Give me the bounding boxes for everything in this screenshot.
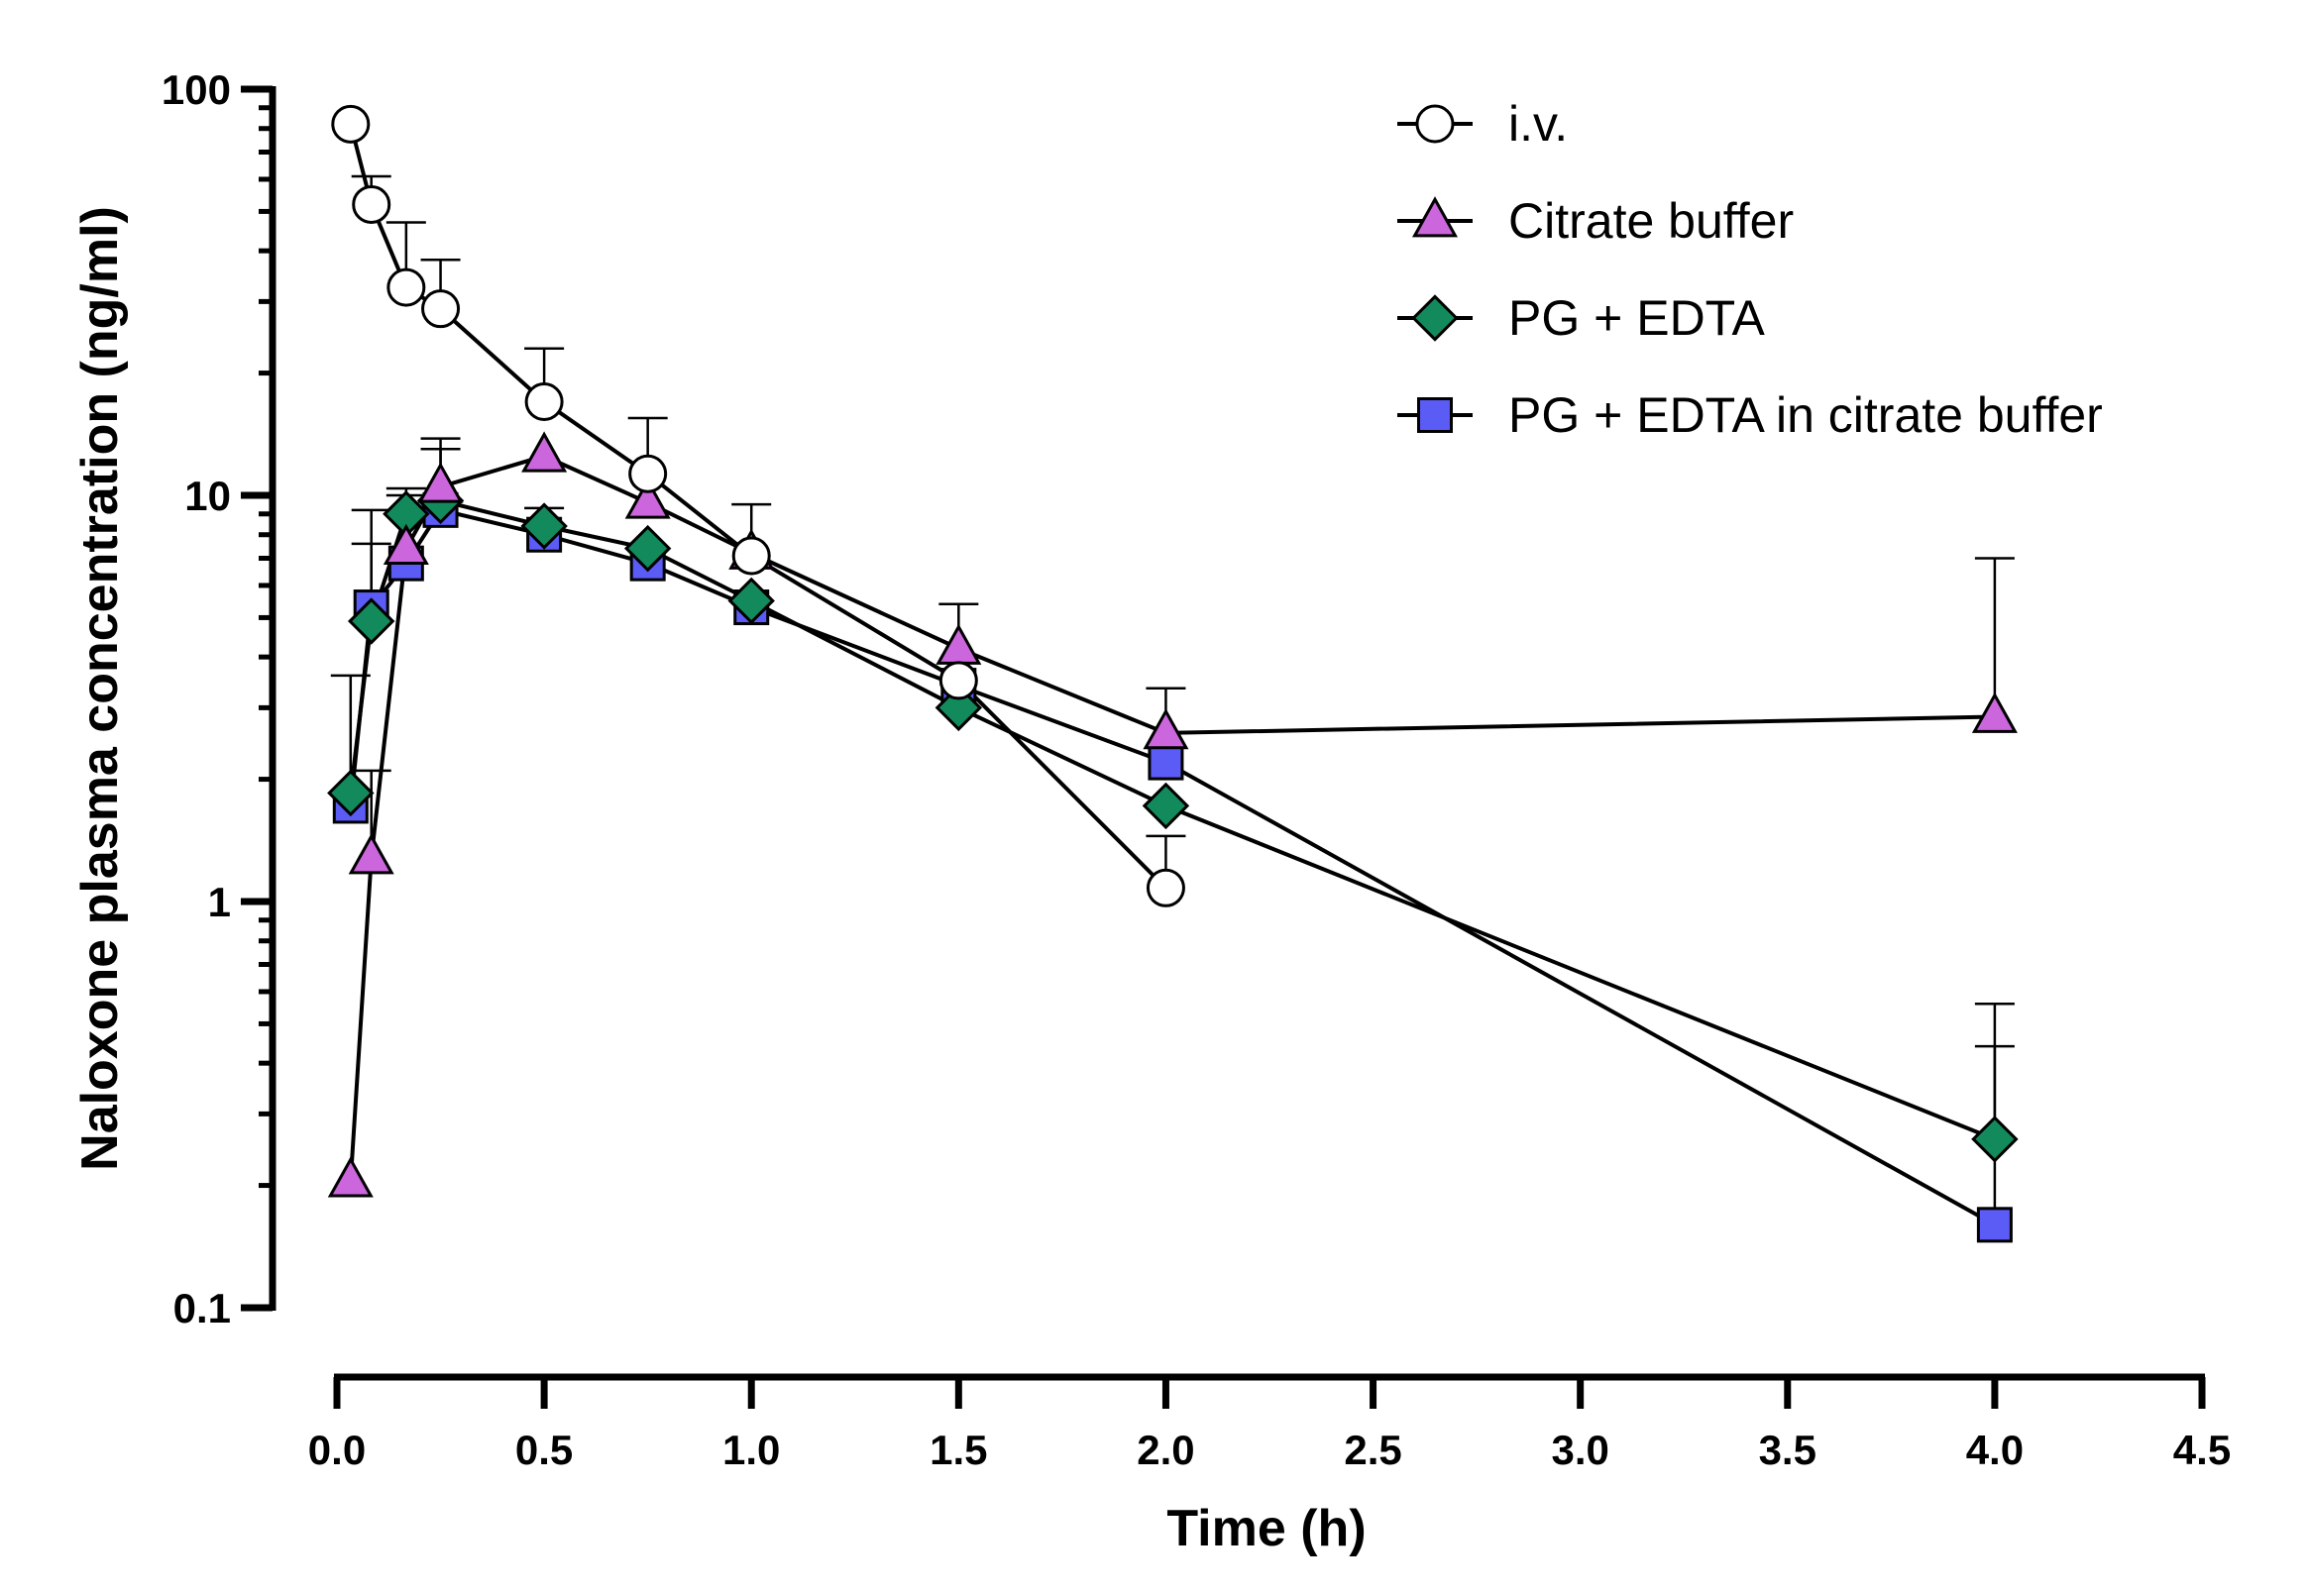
series-1-markers: [331, 104, 1185, 907]
series-4-lines: [348, 507, 2015, 1227]
legend-item: Citrate buffer: [1397, 193, 1794, 249]
data-point: [935, 684, 983, 732]
x-tick-label: 4.5: [2173, 1427, 2231, 1473]
legend-marker: [1417, 397, 1453, 433]
legend-label: PG + EDTA: [1508, 290, 1766, 346]
series-layer: [327, 104, 2019, 1243]
legend-item: PG + EDTA: [1397, 290, 1766, 346]
x-tick-label: 2.0: [1137, 1427, 1194, 1473]
x-tick-label: 2.5: [1344, 1427, 1401, 1473]
data-point: [1148, 744, 1184, 781]
x-tick-label: 1.5: [930, 1427, 987, 1473]
data-point: [417, 462, 464, 503]
legend-label: Citrate buffer: [1508, 193, 1794, 249]
legend-label: PG + EDTA in citrate buffer: [1508, 387, 2103, 443]
data-point: [1971, 1116, 2019, 1163]
data-point: [623, 524, 672, 573]
data-point: [731, 536, 771, 576]
legend-marker: [1415, 104, 1455, 144]
data-point: [352, 184, 391, 224]
series-3-markers: [327, 477, 2019, 1163]
data-point: [348, 833, 394, 875]
y-tick-label: 100: [162, 66, 231, 113]
series-line: [348, 123, 1167, 890]
legend-item: PG + EDTA in citrate buffer: [1397, 387, 2103, 443]
data-point: [331, 104, 371, 144]
y-tick-label: 10: [184, 473, 231, 519]
legend-label: i.v.: [1508, 96, 1568, 152]
data-point: [1146, 868, 1185, 907]
data-point: [1143, 708, 1189, 750]
series-4-markers: [332, 491, 2013, 1243]
data-point: [386, 267, 426, 307]
data-point: [628, 454, 668, 493]
data-point: [524, 382, 564, 422]
data-point: [938, 661, 978, 700]
data-point: [1976, 1207, 2013, 1243]
data-point: [421, 289, 461, 329]
x-tick-label: 0.0: [308, 1427, 366, 1473]
series-line: [348, 454, 1995, 1182]
x-tick-label: 1.0: [722, 1427, 780, 1473]
data-point: [327, 1156, 374, 1198]
legend: i.v. Citrate buffer PG + EDTA PG + EDTA in …: [1397, 96, 2103, 443]
x-tick-label: 0.5: [515, 1427, 573, 1473]
y-tick-label: 1: [208, 879, 231, 925]
data-point: [327, 769, 375, 817]
data-point: [935, 623, 982, 665]
series-1-lines: [348, 123, 1186, 890]
data-point: [383, 523, 429, 565]
data-point: [347, 597, 395, 645]
y-axis: 0.1 1 10 100: [162, 66, 276, 1331]
data-point: [624, 478, 671, 519]
data-point: [1142, 782, 1190, 830]
x-axis: 0.0 0.5 1.0 1.5 2.0 2.5 3.0 3.5 4.0 4.5: [308, 1373, 2231, 1473]
data-point: [521, 431, 568, 473]
legend-marker: [1411, 196, 1459, 238]
x-tick-label: 4.0: [1966, 1427, 2024, 1473]
x-tick-label: 3.0: [1551, 1427, 1608, 1473]
data-point: [1971, 692, 2018, 733]
data-point: [520, 502, 568, 550]
data-point: [727, 577, 775, 625]
x-tick-label: 3.5: [1759, 1427, 1816, 1473]
y-tick-label: 0.1: [173, 1285, 231, 1331]
series-line: [348, 507, 1996, 1227]
legend-item: i.v.: [1397, 96, 1568, 152]
series-2-markers: [327, 431, 2018, 1198]
y-axis-title: Naloxone plasma concentration (ng/ml): [71, 206, 129, 1171]
legend-marker: [1411, 294, 1459, 342]
x-axis-title: Time (h): [1166, 1500, 1366, 1557]
